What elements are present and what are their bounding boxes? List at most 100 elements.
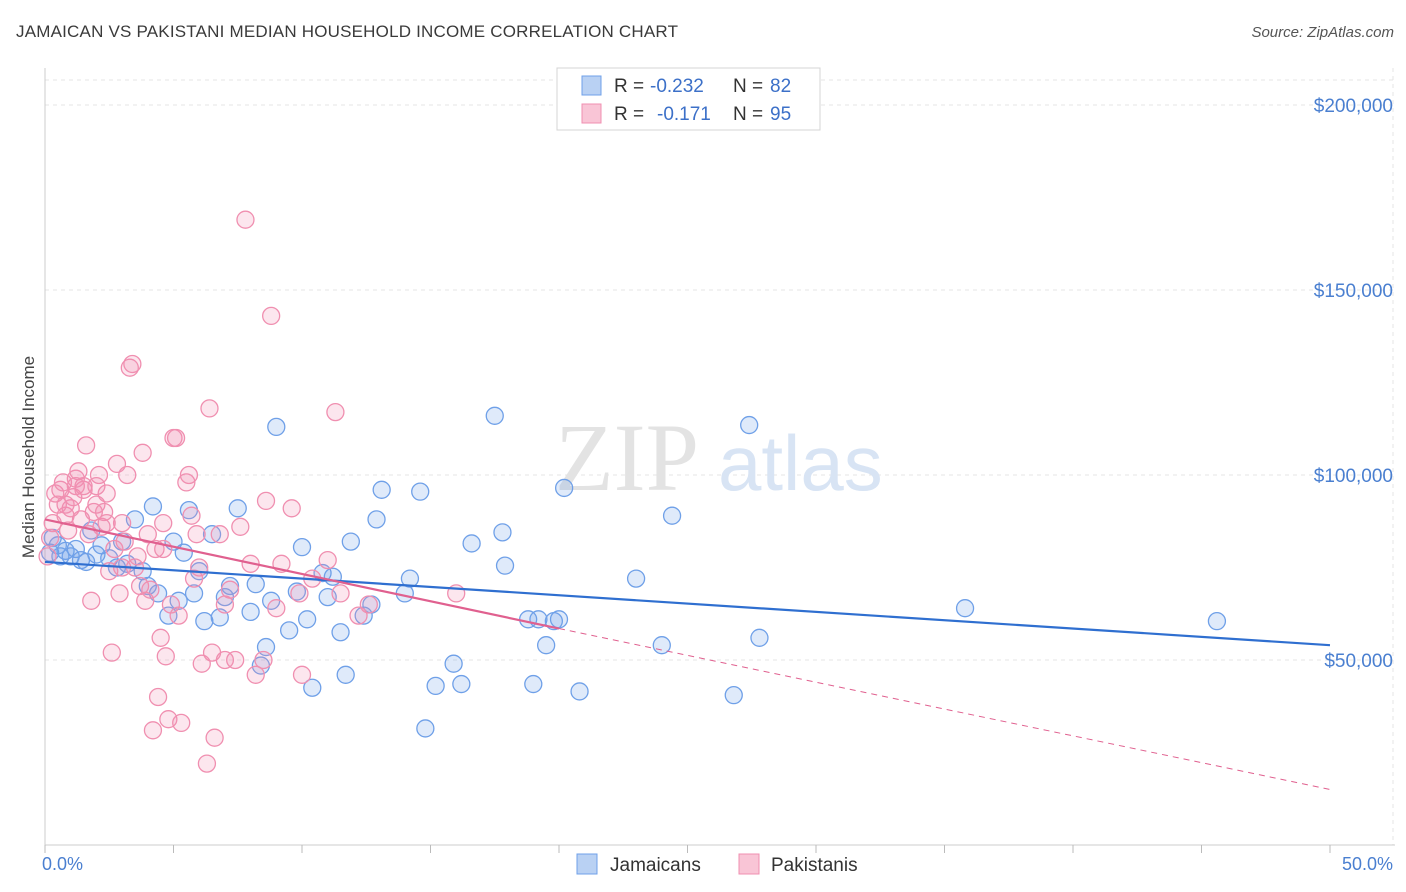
point-pakistanis-81 <box>326 402 345 422</box>
point-pakistanis-39 <box>138 525 157 544</box>
point-pakistanis-28 <box>110 584 129 603</box>
point-jamaicans-57 <box>411 482 430 501</box>
point-pakistanis-65 <box>220 580 240 599</box>
legend-n-label-2: N = <box>733 104 763 125</box>
point-pakistanis-29 <box>112 513 132 533</box>
point-pakistanis-76 <box>282 499 301 518</box>
point-jamaicans-19 <box>143 497 163 516</box>
point-jamaicans-64 <box>493 523 512 542</box>
point-pakistanis-72 <box>256 491 276 511</box>
source-label: Source: ZipAtlas.com <box>1251 24 1394 41</box>
point-jamaicans-59 <box>426 676 445 696</box>
trend-line-pakistanis-extrapolated <box>558 628 1331 790</box>
y-tick-label-0: $50,000 <box>1324 651 1393 672</box>
point-pakistanis-86 <box>74 476 93 496</box>
point-pakistanis-62 <box>205 728 224 747</box>
y-axis-label: Median Household Income <box>19 356 38 558</box>
point-pakistanis-46 <box>156 647 175 666</box>
point-jamaicans-77 <box>750 628 769 647</box>
point-pakistanis-59 <box>197 754 217 773</box>
point-pakistanis-94 <box>215 650 235 670</box>
point-pakistanis-89 <box>66 476 85 496</box>
point-pakistanis-54 <box>179 465 199 485</box>
series-legend: Jamaicans Pakistanis <box>576 853 858 876</box>
point-pakistanis-50 <box>166 428 186 448</box>
point-jamaicans-48 <box>331 623 350 642</box>
point-pakistanis-56 <box>187 525 206 544</box>
point-jamaicans-54 <box>372 480 391 499</box>
legend-n-label-1: N = <box>733 76 763 97</box>
legend-r-value-2: -0.171 <box>657 104 711 125</box>
point-pakistanis-26 <box>105 539 124 559</box>
bottom-legend-swatch-jamaicans <box>576 853 598 875</box>
axes <box>44 68 1395 853</box>
y-tick-label-2: $150,000 <box>1314 281 1393 302</box>
point-jamaicans-71 <box>570 682 589 701</box>
bottom-legend-swatch-pakistanis <box>738 853 760 875</box>
point-pakistanis-0 <box>38 547 57 566</box>
point-jamaicans-58 <box>416 719 435 738</box>
point-jamaicans-72 <box>626 569 646 588</box>
point-jamaicans-8 <box>76 552 96 572</box>
point-jamaicans-29 <box>202 525 222 544</box>
bottom-legend-pakistanis: Pakistanis <box>771 855 858 876</box>
point-pakistanis-60 <box>200 399 219 418</box>
legend-swatch-pakistanis <box>581 103 602 124</box>
trend-line-pakistanis <box>44 518 560 630</box>
correlation-legend: R = -0.232 N = 82 R = -0.171 N = 95 <box>556 67 821 131</box>
point-pakistanis-41 <box>143 721 163 740</box>
point-pakistanis-17 <box>82 591 101 610</box>
point-jamaicans-81 <box>519 610 538 629</box>
point-jamaicans-70 <box>554 478 574 498</box>
point-pakistanis-15 <box>76 436 96 455</box>
point-pakistanis-55 <box>182 506 201 525</box>
point-jamaicans-3 <box>51 547 70 566</box>
point-pakistanis-38 <box>136 591 155 610</box>
point-pakistanis-63 <box>210 525 229 544</box>
point-jamaicans-35 <box>246 575 265 594</box>
point-jamaicans-78 <box>955 599 975 618</box>
x-tick-labels: 0.0% 50.0% <box>42 854 1393 874</box>
point-jamaicans-28 <box>195 612 214 631</box>
point-pakistanis-22 <box>94 502 114 522</box>
point-pakistanis-93 <box>184 569 204 588</box>
point-pakistanis-73 <box>262 306 281 326</box>
point-jamaicans-43 <box>297 610 317 629</box>
point-jamaicans-62 <box>462 534 481 553</box>
point-pakistanis-70 <box>246 665 265 684</box>
point-pakistanis-66 <box>226 650 245 670</box>
point-pakistanis-80 <box>318 550 337 570</box>
point-pakistanis-43 <box>148 687 168 707</box>
legend-n-value-1: 82 <box>770 76 791 97</box>
legend-r-label-2: R = <box>614 104 644 125</box>
point-pakistanis-67 <box>231 517 250 536</box>
point-jamaicans-74 <box>662 506 682 525</box>
point-jamaicans-26 <box>184 584 204 603</box>
point-pakistanis-88 <box>56 495 75 514</box>
x-tick-label-1: 50.0% <box>1342 854 1393 874</box>
point-pakistanis-1 <box>40 528 60 548</box>
y-tick-label-3: $200,000 <box>1314 96 1393 117</box>
point-pakistanis-37 <box>133 443 152 462</box>
point-pakistanis-20 <box>89 465 109 485</box>
point-jamaicans-61 <box>452 674 471 694</box>
point-jamaicans-39 <box>267 417 286 437</box>
legend-swatch-jamaicans <box>581 75 602 96</box>
bottom-legend-jamaicans: Jamaicans <box>610 855 701 876</box>
point-pakistanis-40 <box>141 580 160 599</box>
point-pakistanis-87 <box>87 476 106 496</box>
legend-r-value-1: -0.232 <box>650 76 704 97</box>
point-pakistanis-52 <box>172 713 191 733</box>
chart-title: JAMAICAN VS PAKISTANI MEDIAN HOUSEHOLD I… <box>16 22 679 41</box>
point-pakistanis-68 <box>236 210 255 229</box>
point-jamaicans-41 <box>287 582 307 601</box>
point-jamaicans-80 <box>544 612 564 631</box>
point-pakistanis-45 <box>154 513 173 533</box>
point-jamaicans-68 <box>537 636 556 655</box>
watermark-zip: ZIP <box>555 404 699 511</box>
point-pakistanis-33 <box>123 354 142 374</box>
point-pakistanis-90 <box>97 513 116 533</box>
point-jamaicans-34 <box>241 602 260 622</box>
point-jamaicans-60 <box>444 654 463 673</box>
